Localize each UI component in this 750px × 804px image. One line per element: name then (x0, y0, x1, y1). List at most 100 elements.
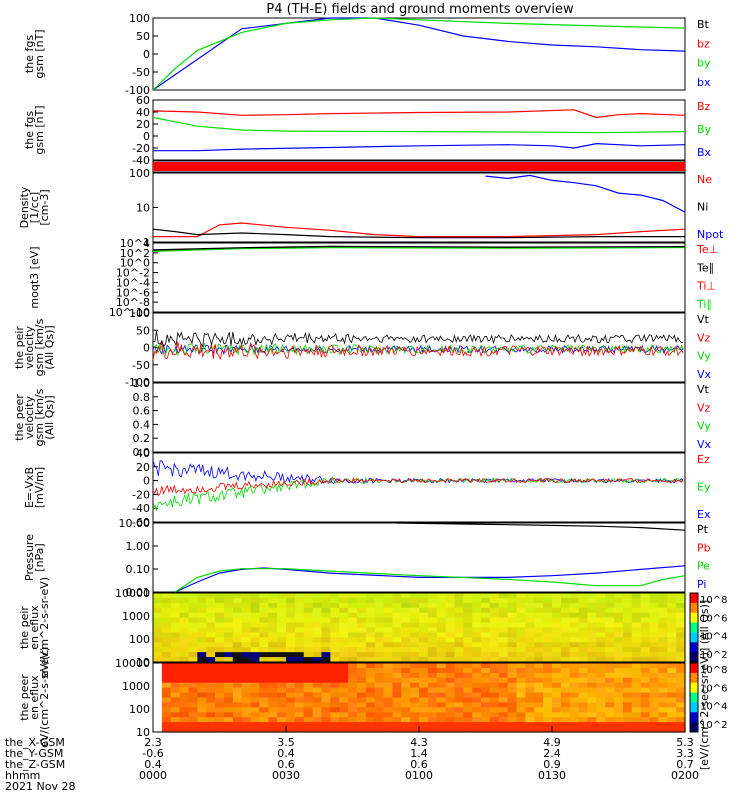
heatmap-cell (622, 707, 633, 713)
heatmap-cell (188, 712, 198, 718)
heatmap-cell (676, 632, 686, 638)
heatmap-cell (676, 682, 686, 689)
heatmap-cell (223, 712, 234, 718)
heatmap-cell (188, 647, 198, 653)
heatmap-cell (498, 663, 509, 669)
heatmap-cell (241, 622, 252, 629)
heatmap-cell (365, 712, 376, 718)
heatmap-cell (516, 687, 526, 694)
y-axis-label-line: gsm [nT] (33, 29, 46, 78)
heatmap-cell (605, 597, 615, 604)
heatmap-cell (649, 697, 659, 704)
heatmap-cell (587, 652, 597, 658)
heatmap-cell (153, 677, 163, 684)
heatmap-cell (277, 612, 287, 619)
heatmap-cell (241, 602, 252, 609)
heatmap-cell (534, 707, 544, 713)
heatmap-cell (516, 593, 526, 599)
heatmap-cell (569, 707, 580, 713)
heatmap-cell (215, 593, 225, 599)
heatmap-cell (445, 652, 456, 658)
heatmap-cell (649, 707, 659, 713)
heatmap-cell (153, 622, 163, 629)
y-tick-label: -40 (132, 154, 150, 167)
y-tick-label: -60 (132, 516, 150, 529)
heatmap-cell (560, 607, 571, 614)
heatmap-cell (268, 707, 278, 713)
heatmap-cell (676, 663, 686, 669)
heatmap-cell (259, 593, 269, 599)
legend-entry: bz (697, 37, 710, 50)
y-axis-label-line: the fgs (23, 35, 36, 73)
heatmap-cell (427, 682, 438, 689)
heatmap-cell (516, 672, 526, 679)
heatmap-cell (312, 657, 323, 663)
heatmap-cell (268, 602, 278, 609)
heatmap-cell (383, 607, 393, 614)
heatmap-cell (640, 712, 651, 718)
y-tick-label: 10^-10 (109, 306, 150, 319)
heatmap-cell (596, 637, 606, 643)
heatmap-cell (419, 707, 429, 713)
heatmap-cell (516, 722, 526, 728)
heatmap-cell (560, 722, 571, 728)
heatmap-cell (543, 677, 553, 684)
heatmap-cell (259, 652, 269, 658)
heatmap-cell (206, 672, 216, 679)
heatmap-cell (339, 627, 349, 634)
heatmap-cell (312, 632, 323, 638)
heatmap-cell (348, 597, 358, 604)
heatmap-cell (445, 682, 456, 689)
heatmap-cell (631, 597, 642, 604)
heatmap-cell (676, 667, 686, 674)
heatmap-cell (569, 632, 580, 638)
heatmap-cell (294, 602, 305, 609)
heatmap-cell (534, 727, 544, 733)
heatmap-cell (658, 697, 668, 704)
heatmap-cell (631, 672, 642, 679)
heatmap-cell (365, 707, 376, 713)
heatmap-cell (356, 677, 367, 684)
heatmap-cell (427, 617, 438, 624)
heatmap-cell (605, 652, 615, 658)
heatmap-cell (631, 697, 642, 704)
heatmap-cell (170, 622, 181, 629)
heatmap-cell (241, 663, 252, 669)
heatmap-cell (250, 657, 260, 663)
heatmap-cell (649, 607, 659, 614)
heatmap-cell (153, 663, 163, 669)
heatmap-cell (534, 657, 544, 663)
heatmap-cell (560, 727, 571, 733)
heatmap-cell (578, 672, 589, 679)
heatmap-cell (356, 702, 367, 708)
heatmap-cell (392, 612, 402, 619)
heatmap-cell (215, 652, 225, 658)
heatmap-cell (445, 677, 456, 684)
heatmap-cell (569, 692, 580, 699)
heatmap-cell (374, 702, 385, 708)
heatmap-cell (348, 672, 358, 679)
heatmap-cell (489, 642, 500, 648)
panel-frame (152, 242, 686, 313)
heatmap-cell (250, 677, 260, 684)
heatmap-cell (640, 697, 651, 704)
heatmap-cell (383, 663, 393, 669)
heatmap-cell (463, 622, 473, 629)
y-tick-label: 0.10 (126, 563, 151, 576)
heatmap-cell (410, 602, 420, 609)
heatmap-cell (348, 647, 358, 653)
heatmap-cell (250, 697, 260, 704)
heatmap-cell (410, 722, 420, 728)
heatmap-cell (303, 667, 314, 674)
heatmap-cell (498, 612, 509, 619)
heatmap-cell (507, 642, 518, 648)
series-line-By (152, 116, 686, 134)
heatmap-cell (667, 602, 677, 609)
heatmap-cell (392, 602, 402, 609)
heatmap-cell (401, 632, 411, 638)
heatmap-cell (578, 642, 589, 648)
heatmap-cell (614, 612, 624, 619)
heatmap-cell (498, 652, 509, 658)
heatmap-cell (259, 722, 269, 728)
heatmap-cell (286, 677, 296, 684)
